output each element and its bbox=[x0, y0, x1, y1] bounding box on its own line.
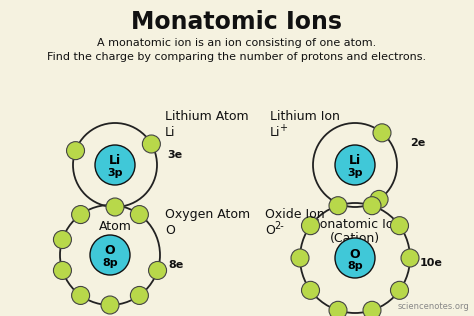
Text: 2-: 2- bbox=[274, 221, 284, 231]
Circle shape bbox=[72, 205, 90, 223]
Circle shape bbox=[148, 261, 166, 279]
Text: Atom: Atom bbox=[99, 220, 131, 233]
Circle shape bbox=[391, 281, 409, 299]
Text: Find the charge by comparing the number of protons and electrons.: Find the charge by comparing the number … bbox=[47, 52, 427, 62]
Circle shape bbox=[301, 281, 319, 299]
Circle shape bbox=[391, 217, 409, 235]
Circle shape bbox=[66, 142, 84, 160]
Text: Monatomic Ion: Monatomic Ion bbox=[309, 218, 401, 231]
Text: Li: Li bbox=[109, 155, 121, 167]
Text: 8p: 8p bbox=[102, 258, 118, 268]
Text: O: O bbox=[265, 224, 275, 237]
Circle shape bbox=[329, 301, 347, 316]
Circle shape bbox=[54, 261, 72, 279]
Circle shape bbox=[401, 249, 419, 267]
Text: Lithium Atom: Lithium Atom bbox=[165, 110, 249, 123]
Circle shape bbox=[329, 197, 347, 215]
Circle shape bbox=[54, 231, 72, 249]
Circle shape bbox=[130, 286, 148, 304]
Circle shape bbox=[72, 286, 90, 304]
Circle shape bbox=[373, 124, 391, 142]
Text: Oxide Ion: Oxide Ion bbox=[265, 208, 325, 221]
Circle shape bbox=[142, 135, 160, 153]
Text: Monatomic Ions: Monatomic Ions bbox=[131, 10, 343, 34]
Circle shape bbox=[335, 238, 375, 278]
Text: +: + bbox=[279, 123, 287, 133]
Text: A monatomic ion is an ion consisting of one atom.: A monatomic ion is an ion consisting of … bbox=[97, 38, 377, 48]
Circle shape bbox=[335, 145, 375, 185]
Text: 3e: 3e bbox=[167, 150, 182, 160]
Text: O: O bbox=[105, 245, 115, 258]
Text: 8p: 8p bbox=[347, 261, 363, 271]
Text: 8e: 8e bbox=[168, 260, 183, 270]
Text: 3p: 3p bbox=[347, 168, 363, 178]
Circle shape bbox=[101, 296, 119, 314]
Circle shape bbox=[363, 301, 381, 316]
Circle shape bbox=[370, 191, 388, 209]
Text: O: O bbox=[350, 247, 360, 260]
Circle shape bbox=[130, 205, 148, 223]
Circle shape bbox=[106, 198, 124, 216]
Circle shape bbox=[90, 235, 130, 275]
Text: Li: Li bbox=[165, 126, 175, 139]
Circle shape bbox=[291, 249, 309, 267]
Text: 3p: 3p bbox=[107, 168, 123, 178]
Circle shape bbox=[95, 145, 135, 185]
Text: 2e: 2e bbox=[410, 138, 425, 148]
Text: sciencenotes.org: sciencenotes.org bbox=[397, 302, 469, 311]
Text: Lithium Ion: Lithium Ion bbox=[270, 110, 340, 123]
Text: Oxygen Atom: Oxygen Atom bbox=[165, 208, 250, 221]
Circle shape bbox=[301, 217, 319, 235]
Circle shape bbox=[363, 197, 381, 215]
Text: Li: Li bbox=[270, 126, 281, 139]
Text: Li: Li bbox=[349, 155, 361, 167]
Text: O: O bbox=[165, 224, 175, 237]
Text: 10e: 10e bbox=[420, 258, 443, 268]
Text: (Cation): (Cation) bbox=[330, 232, 380, 245]
